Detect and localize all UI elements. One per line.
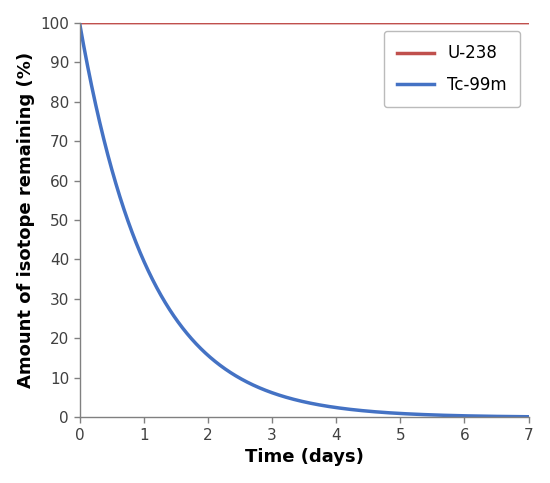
U-238 [430, 20, 436, 26]
U-238 [76, 20, 83, 26]
U-238 [512, 20, 519, 26]
Tc-99m [76, 20, 83, 26]
Legend: U-238, Tc-99m: U-238, Tc-99m [384, 31, 520, 107]
Tc-99m [283, 394, 289, 400]
Y-axis label: Amount of isotope remaining (%): Amount of isotope remaining (%) [16, 52, 35, 388]
U-238 [525, 20, 532, 26]
Tc-99m [512, 414, 519, 420]
U-238 [283, 20, 289, 26]
U-238 [512, 20, 519, 26]
Tc-99m [512, 414, 519, 420]
Line: Tc-99m: Tc-99m [80, 23, 529, 417]
Tc-99m [430, 412, 436, 418]
U-238 [295, 20, 301, 26]
U-238 [99, 20, 106, 26]
X-axis label: Time (days): Time (days) [245, 448, 364, 466]
Tc-99m [525, 414, 532, 420]
Tc-99m [295, 398, 301, 403]
Tc-99m [99, 131, 106, 137]
